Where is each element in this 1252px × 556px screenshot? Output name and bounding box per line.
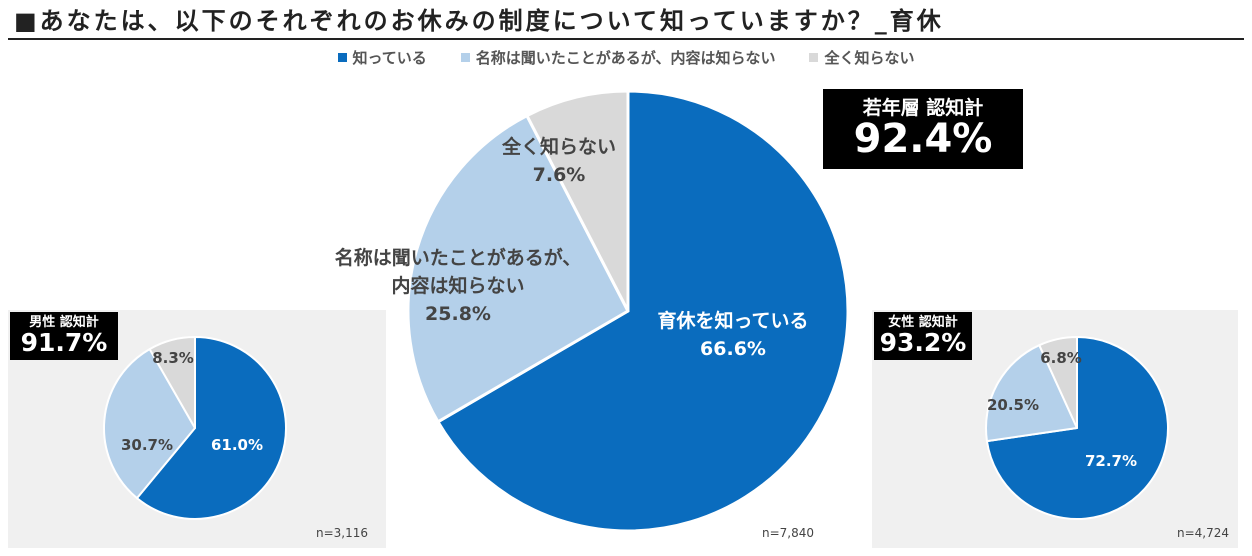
female-badge-label: 女性 認知計 — [888, 314, 958, 330]
main-sample-size: n=7,840 — [762, 526, 814, 540]
male-badge-value: 91.7% — [20, 328, 108, 358]
legend-label-unknown: 全く知らない — [824, 48, 915, 67]
male-slice-2 — [148, 336, 196, 429]
main-slice-label-0: 育休を知っている 66.6% — [657, 309, 808, 360]
legend-item-name-only: 名称は聞いたことがあるが、内容は知らない — [460, 46, 776, 68]
male-awareness-badge: 男性 認知計 91.7% — [10, 312, 118, 360]
legend-item-known: 知っている — [337, 46, 427, 68]
legend-item-unknown: 全く知らない — [809, 46, 914, 68]
male-sample-size: n=3,116 — [316, 526, 368, 540]
female-slice-2 — [1038, 336, 1078, 429]
main-slice-label-2: 全く知らない 7.6% — [501, 135, 616, 186]
legend-label-name-only: 名称は聞いたことがあるが、内容は知らない — [475, 48, 776, 67]
female-slice-label-0: 72.7% — [1085, 452, 1137, 470]
female-slice-label-2: 6.8% — [1040, 349, 1082, 367]
male-slice-1 — [103, 348, 196, 500]
main-awareness-badge: 若年層 認知計 92.4% — [823, 89, 1023, 169]
male-pie: 61.0% 30.7% 8.3% n=3,116 — [103, 336, 368, 540]
legend-swatch-known — [337, 52, 347, 62]
legend-swatch-name-only — [460, 52, 470, 62]
female-slice-1 — [985, 344, 1078, 443]
chart-legend: 知っている 名称は聞いたことがあるが、内容は知らない 全く知らない — [0, 46, 1252, 68]
female-sample-size: n=4,724 — [1177, 526, 1229, 540]
main-pie: 育休を知っている 66.6% 名称は聞いたことがあるが、内容は知らない 25.8% 全く… — [335, 89, 850, 540]
title-divider — [8, 38, 1244, 40]
legend-label-known: 知っている — [352, 48, 427, 67]
female-slice-label-1: 20.5% — [987, 396, 1039, 414]
male-slice-0 — [135, 336, 287, 520]
main-badge-value: 92.4% — [853, 116, 993, 163]
male-badge-label: 男性 認知計 — [29, 314, 99, 330]
main-slice-label-1: 名称は聞いたことがあるが、内容は知らない 25.8% — [335, 246, 582, 325]
main-slice-0 — [436, 89, 850, 533]
female-pie: 72.7% 20.5% 6.8% n=4,724 — [985, 336, 1229, 540]
male-slice-label-0: 61.0% — [211, 436, 263, 454]
main-slice-1 — [406, 114, 630, 424]
legend-swatch-unknown — [809, 52, 819, 62]
male-slice-label-1: 30.7% — [121, 436, 173, 454]
female-badge-value: 93.2% — [879, 328, 967, 358]
male-slice-label-2: 8.3% — [152, 349, 194, 367]
page-title: ■あなたは、以下のそれぞれのお休みの制度について知っていますか？_育休 — [14, 7, 944, 35]
main-badge-label: 若年層 認知計 — [862, 96, 984, 119]
main-slice-2 — [525, 89, 630, 313]
female-awareness-badge: 女性 認知計 93.2% — [874, 312, 972, 360]
